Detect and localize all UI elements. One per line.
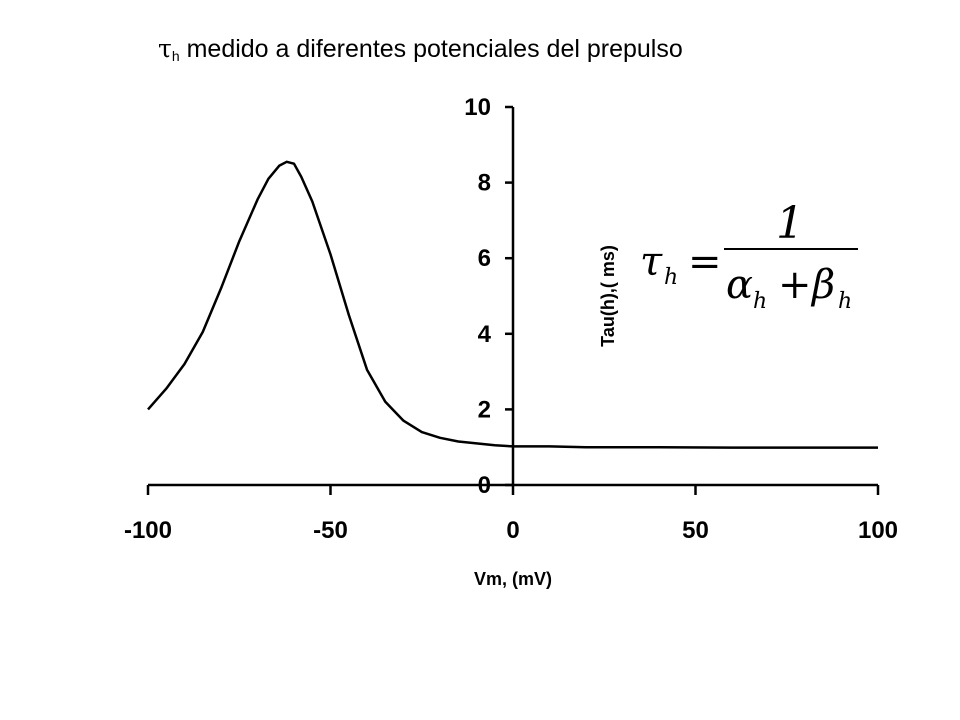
x-tick-label: 100 [858,517,898,544]
x-tick-label: 0 [506,517,519,544]
series [147,160,878,449]
formula-lhs-sub: h [664,265,678,290]
tau-h-formula: τ h = 1 α h + β h [640,198,858,314]
x-tick-label: -50 [313,517,348,544]
formula-equals: = [688,239,722,285]
chart-title: τh medido a diferentes potenciales del p… [158,30,758,75]
x-tick-label: 50 [682,517,709,544]
x-tick-label: -100 [124,517,172,544]
y-tick-label: 10 [464,94,491,121]
title-subscript: h [171,48,180,64]
y-tick-label: 0 [478,472,491,499]
title-tau-symbol: τ [158,34,172,63]
formula-alpha: α [726,262,753,308]
tau-h-curve [147,160,878,449]
title-text: medido a diferentes potenciales del prep… [179,35,683,63]
x-axis-title: Vm, (mV) [474,569,552,589]
ticks: -100 -50 0 50 100 0 2 4 6 8 10 [124,94,898,544]
axes [148,107,878,487]
formula-plus: + [778,262,812,308]
y-tick-label: 4 [478,321,492,348]
y-tick-label: 6 [478,245,491,272]
y-tick-label: 2 [478,396,491,423]
formula-numerator: 1 [776,198,804,249]
formula-alpha-sub: h [753,289,767,314]
formula-beta: β [810,262,835,308]
formula-beta-sub: h [838,289,852,314]
formula-lhs: τ [640,239,663,285]
y-tick-label: 8 [478,170,491,197]
y-axis-title: Tau(h),( ms) [598,245,618,347]
